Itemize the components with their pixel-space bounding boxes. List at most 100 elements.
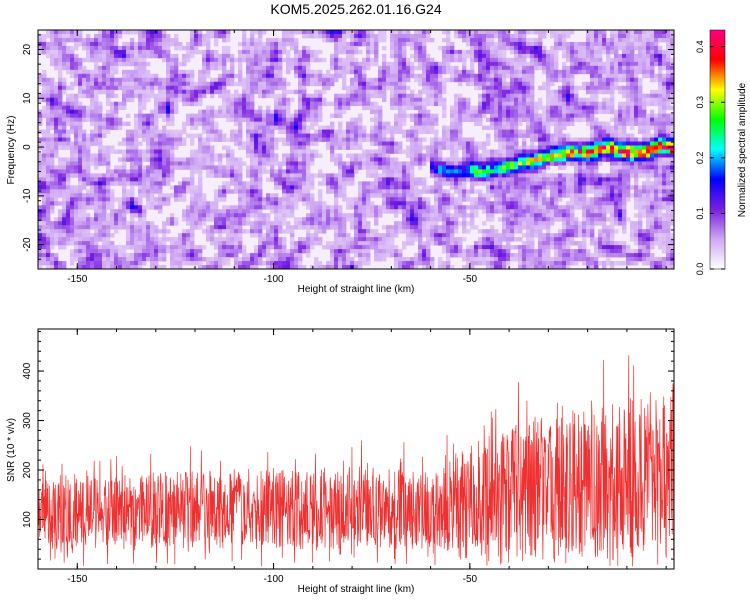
- heatmap-cell: [658, 109, 663, 115]
- heatmap-cell: [126, 157, 131, 162]
- heatmap-cell: [90, 141, 95, 146]
- heatmap-cell: [310, 30, 315, 35]
- heatmap-cell: [594, 161, 599, 166]
- heatmap-cell: [182, 137, 187, 142]
- heatmap-cell: [94, 93, 99, 99]
- heatmap-cell: [402, 57, 407, 63]
- heatmap-cell: [410, 169, 415, 174]
- heatmap-cell: [502, 145, 507, 150]
- heatmap-cell: [366, 101, 371, 107]
- heatmap-cell: [46, 153, 51, 158]
- heatmap-cell: [442, 30, 447, 35]
- heatmap-cell: [54, 153, 59, 158]
- heatmap-cell: [242, 117, 247, 123]
- heatmap-cell: [138, 37, 143, 43]
- heatmap-cell: [182, 157, 187, 162]
- heatmap-cell: [538, 85, 543, 91]
- heatmap-cell: [378, 161, 383, 166]
- heatmap-cell: [670, 133, 674, 138]
- heatmap-cell: [182, 97, 187, 103]
- heatmap-cell: [54, 125, 59, 130]
- heatmap-cell: [218, 81, 223, 87]
- heatmap-cell: [418, 117, 423, 123]
- heatmap-cell: [54, 117, 59, 123]
- heatmap-cell: [130, 141, 135, 146]
- heatmap-cell: [358, 37, 363, 43]
- heatmap-cell: [626, 65, 631, 71]
- heatmap-cell: [94, 181, 99, 186]
- heatmap-cell: [110, 169, 115, 174]
- heatmap-cell: [514, 41, 519, 47]
- heatmap-cell: [134, 77, 139, 83]
- heatmap-cell: [370, 49, 375, 55]
- heatmap-cell: [142, 169, 147, 174]
- heatmap-cell: [38, 73, 43, 79]
- heatmap-cell: [414, 161, 419, 166]
- heatmap-cell: [94, 109, 99, 115]
- heatmap-cell: [258, 81, 263, 87]
- heatmap-cell: [42, 113, 47, 119]
- heatmap-cell: [58, 53, 63, 59]
- heatmap-cell: [466, 113, 471, 119]
- heatmap-cell: [158, 53, 163, 59]
- heatmap-cell: [338, 105, 343, 111]
- heatmap-cell: [610, 137, 615, 142]
- heatmap-cell: [370, 165, 375, 170]
- heatmap-cell: [58, 73, 63, 79]
- heatmap-cell: [298, 89, 303, 95]
- heatmap-cell: [558, 133, 563, 138]
- heatmap-cell: [322, 37, 327, 43]
- heatmap-cell: [234, 181, 239, 186]
- heatmap-cell: [374, 81, 379, 87]
- heatmap-cell: [50, 105, 55, 111]
- heatmap-cell: [294, 145, 299, 150]
- heatmap-cell: [602, 129, 607, 134]
- heatmap-cell: [658, 101, 663, 107]
- heatmap-cell: [86, 157, 91, 162]
- heatmap-cell: [238, 177, 243, 182]
- heatmap-cell: [402, 177, 407, 182]
- heatmap-cell: [570, 173, 575, 178]
- heatmap-cell: [346, 101, 351, 107]
- heatmap-cell: [350, 169, 355, 174]
- heatmap-cell: [266, 61, 271, 67]
- heatmap-cell: [526, 169, 531, 174]
- heatmap-cell: [186, 45, 191, 51]
- heatmap-cell: [202, 165, 207, 170]
- heatmap-cell: [126, 81, 131, 87]
- heatmap-cell: [438, 149, 443, 154]
- heatmap-cell: [418, 149, 423, 154]
- heatmap-cell: [242, 161, 247, 166]
- heatmap-cell: [138, 81, 143, 87]
- heatmap-cell: [534, 101, 539, 107]
- heatmap-cell: [474, 33, 479, 39]
- heatmap-cell: [86, 37, 91, 43]
- heatmap-cell: [646, 121, 651, 126]
- heatmap-cell: [210, 165, 215, 170]
- heatmap-cell: [378, 141, 383, 146]
- heatmap-cell: [446, 133, 451, 138]
- heatmap-cell: [122, 30, 127, 35]
- heatmap-cell: [418, 165, 423, 170]
- heatmap-cell: [366, 89, 371, 95]
- heatmap-cell: [226, 105, 231, 111]
- heatmap-cell: [270, 49, 275, 55]
- heatmap-cell: [358, 41, 363, 47]
- heatmap-cell: [110, 73, 115, 79]
- heatmap-cell: [626, 157, 631, 162]
- heatmap-cell: [198, 69, 203, 75]
- heatmap-cell: [470, 145, 475, 150]
- heatmap-cell: [326, 133, 331, 138]
- heatmap-cell: [382, 57, 387, 63]
- heatmap-cell: [626, 101, 631, 107]
- heatmap-cell: [394, 113, 399, 119]
- heatmap-cell: [486, 57, 491, 63]
- heatmap-cell: [246, 117, 251, 123]
- heatmap-cell: [114, 33, 119, 39]
- heatmap-cell: [410, 149, 415, 154]
- heatmap-cell: [378, 113, 383, 119]
- heatmap-cell: [170, 141, 175, 146]
- heatmap-cell: [474, 169, 479, 174]
- heatmap-cell: [286, 105, 291, 111]
- heatmap-cell: [194, 153, 199, 158]
